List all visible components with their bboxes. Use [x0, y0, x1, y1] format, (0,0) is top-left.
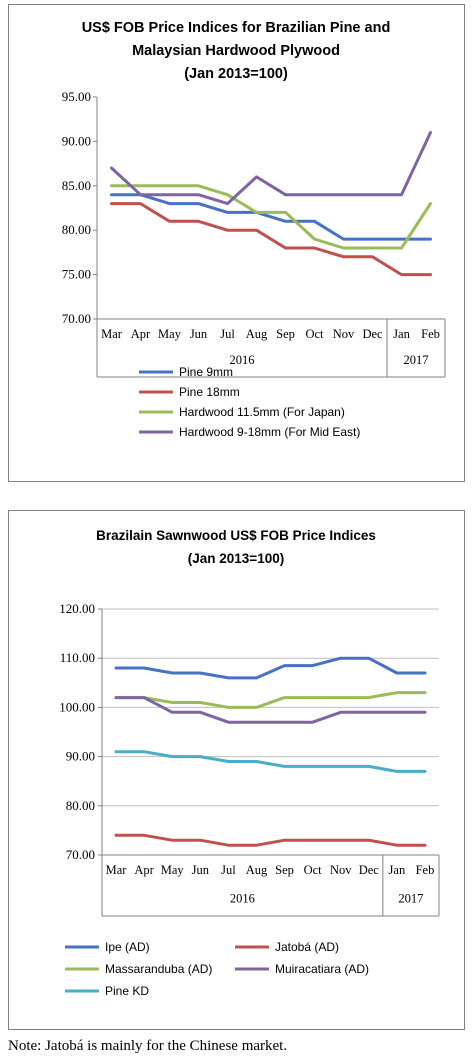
- year-label: 2016: [230, 892, 255, 906]
- x-tick-label: Mar: [106, 863, 128, 877]
- x-tick-label: Dec: [359, 863, 380, 877]
- x-tick-label: May: [158, 327, 182, 341]
- chart-title-line: Malaysian Hardwood Plywood: [132, 43, 340, 59]
- series-line-2: [114, 691, 427, 709]
- legend-label: Ipe (AD): [105, 940, 150, 954]
- series-line-0: [114, 656, 427, 680]
- x-tick-label: Feb: [416, 863, 435, 877]
- series-line-0: [110, 193, 432, 241]
- y-tick-label: 100.00: [59, 699, 95, 714]
- legend-label: Pine 18mm: [179, 385, 240, 399]
- series-line-1: [114, 833, 427, 847]
- chart-title-line: Brazilain Sawnwood US$ FOB Price Indices: [96, 528, 376, 543]
- legend-label: Muiracatiara (AD): [275, 962, 369, 976]
- x-tick-label: Mar: [101, 327, 123, 341]
- y-tick-label: 85.00: [62, 178, 91, 193]
- series-line-4: [114, 750, 427, 773]
- y-tick-label: 90.00: [66, 749, 95, 764]
- x-tick-label: Oct: [304, 863, 323, 877]
- series-line-3: [110, 131, 432, 206]
- x-tick-label: Apr: [134, 863, 154, 877]
- x-tick-label: Dec: [362, 327, 383, 341]
- x-tick-label: Oct: [305, 327, 324, 341]
- x-tick-label: Jul: [220, 327, 235, 341]
- chart-title-line: US$ FOB Price Indices for Brazilian Pine…: [82, 20, 391, 36]
- legend-label: Pine 9mm: [179, 365, 233, 379]
- x-tick-label: Nov: [333, 327, 355, 341]
- x-tick-label: Aug: [246, 327, 268, 341]
- y-tick-label: 80.00: [66, 798, 95, 813]
- x-tick-label: Jan: [393, 327, 410, 341]
- y-tick-label: 95.00: [62, 89, 91, 104]
- y-tick-label: 80.00: [62, 222, 91, 237]
- y-tick-label: 90.00: [62, 133, 91, 148]
- y-tick-label: 75.00: [62, 267, 91, 282]
- series-line-1: [110, 202, 432, 277]
- legend-label: Massaranduba (AD): [105, 962, 212, 976]
- legend-label: Hardwood 9-18mm (For Mid East): [179, 425, 360, 439]
- y-tick-label: 70.00: [66, 847, 95, 862]
- y-tick-label: 110.00: [60, 650, 95, 665]
- x-tick-label: Jan: [389, 863, 406, 877]
- x-tick-label: May: [161, 863, 185, 877]
- x-tick-label: Jun: [192, 863, 210, 877]
- x-tick-label: Jun: [190, 327, 208, 341]
- series-line-2: [110, 184, 432, 250]
- series-line-3: [114, 696, 427, 724]
- y-tick-label: 70.00: [62, 311, 91, 326]
- x-tick-label: Aug: [246, 863, 268, 877]
- x-tick-label: Sep: [276, 327, 295, 341]
- legend-label: Pine KD: [105, 984, 149, 998]
- year-label: 2017: [404, 353, 429, 367]
- x-tick-label: Nov: [330, 863, 352, 877]
- x-tick-label: Feb: [421, 327, 440, 341]
- year-label: 2017: [398, 892, 423, 906]
- plywood-chart-svg: US$ FOB Price Indices for Brazilian Pine…: [62, 20, 446, 439]
- legend-label: Hardwood 11.5mm (For Japan): [179, 405, 345, 419]
- x-tick-label: Apr: [131, 327, 151, 341]
- y-tick-label: 120.00: [59, 601, 95, 616]
- plywood-price-chart: US$ FOB Price Indices for Brazilian Pine…: [8, 4, 465, 482]
- legend-label: Jatobá (AD): [275, 940, 339, 954]
- chart-note: Note: Jatobá is mainly for the Chinese m…: [8, 1038, 288, 1054]
- chart-title-line: (Jan 2013=100): [188, 551, 284, 566]
- year-label: 2016: [230, 353, 255, 367]
- sawnwood-chart-svg: Brazilain Sawnwood US$ FOB Price Indices…: [59, 528, 440, 998]
- x-tick-label: Jul: [221, 863, 236, 877]
- x-tick-label: Sep: [275, 863, 294, 877]
- chart-title-line: (Jan 2013=100): [184, 66, 288, 82]
- sawnwood-price-chart: Brazilain Sawnwood US$ FOB Price Indices…: [8, 510, 465, 1030]
